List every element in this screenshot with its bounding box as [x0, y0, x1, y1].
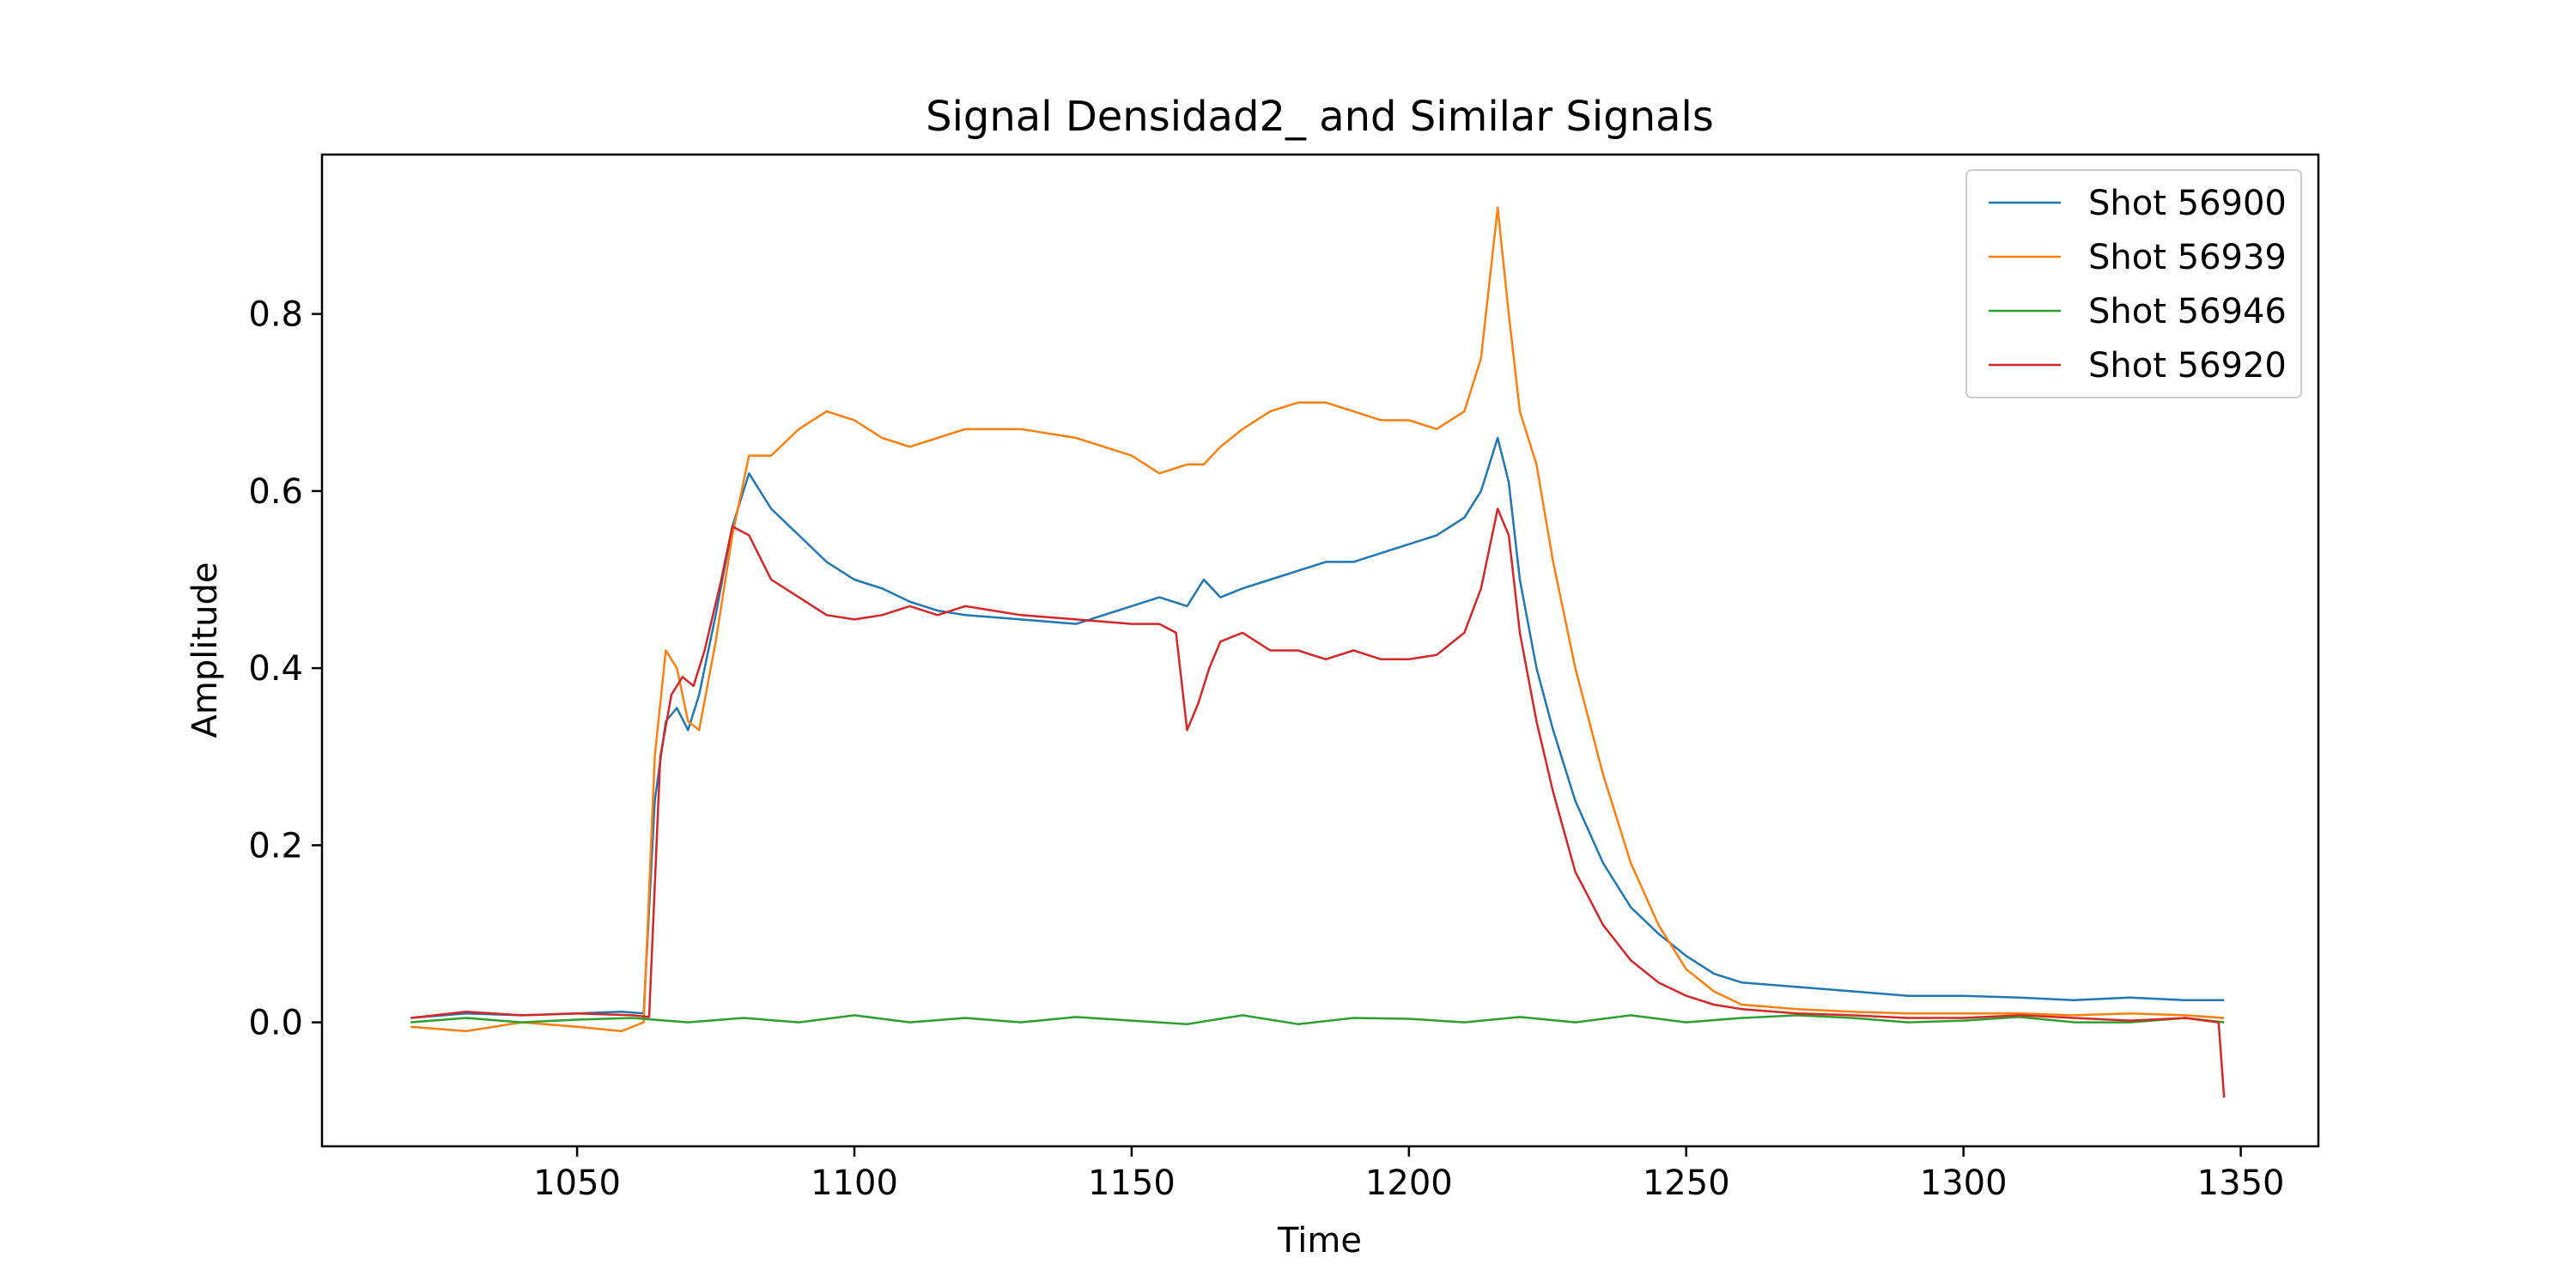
legend: Shot 56900 Shot 56939 Shot 56946 Shot 56920	[1965, 169, 2302, 398]
series-line-2	[410, 206, 2225, 1033]
series-line-3	[410, 1014, 2225, 1025]
x-axis-title: Time	[1277, 1221, 1362, 1261]
y-tick-label: 0.0	[248, 1004, 303, 1043]
x-tick-label: 1200	[1365, 1163, 1453, 1203]
x-tick-label: 1050	[533, 1163, 621, 1203]
y-tick-label: 0.6	[248, 472, 303, 512]
x-tick-label: 1250	[1643, 1163, 1730, 1203]
y-tick-label: 0.8	[248, 295, 303, 335]
series-lines	[410, 206, 2226, 1098]
series-line-4	[410, 507, 2226, 1098]
x-tick-label: 1150	[1088, 1163, 1176, 1203]
legend-label: Shot 56920	[2088, 346, 2287, 386]
x-tick-label: 1100	[811, 1163, 898, 1203]
plot-frame	[320, 153, 2320, 1148]
legend-box	[1965, 169, 2302, 398]
legend-label: Shot 56900	[2088, 184, 2287, 223]
series-line-1	[410, 436, 2225, 1019]
chart-title: Signal Densidad2_ and Similar Signals	[926, 93, 1714, 141]
x-tick-label: 1350	[2197, 1163, 2285, 1203]
x-axis: 1050 1100 1150 1200 1250 1300 1350	[533, 1146, 2284, 1203]
legend-label: Shot 56946	[2088, 292, 2287, 331]
x-tick-label: 1300	[1920, 1163, 2008, 1203]
y-axis-title: Amplitude	[185, 562, 225, 738]
y-tick-label: 0.4	[248, 649, 303, 689]
y-tick-label: 0.2	[248, 826, 303, 866]
y-axis: 0.0 0.2 0.4 0.6 0.8	[248, 295, 322, 1043]
legend-label: Shot 56939	[2088, 238, 2287, 277]
